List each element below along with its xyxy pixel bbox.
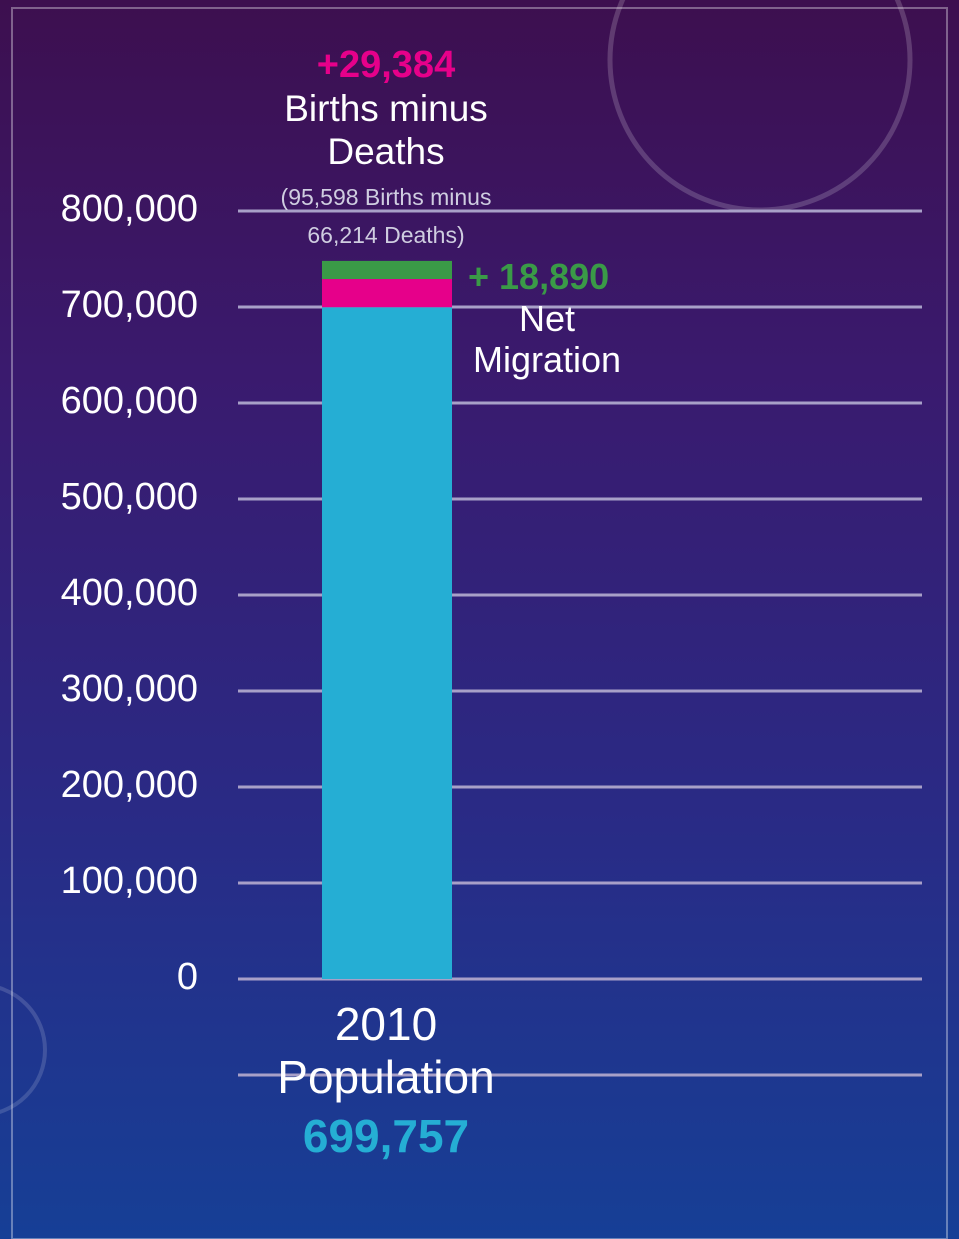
y-tick-label: 100,000 bbox=[61, 860, 198, 902]
y-tick-label: 500,000 bbox=[61, 476, 198, 518]
y-tick-label: 300,000 bbox=[61, 668, 198, 710]
category-label: 2010 bbox=[334, 998, 438, 1050]
bar-segment bbox=[322, 279, 452, 308]
y-tick-label: 700,000 bbox=[61, 284, 198, 326]
decor-circle bbox=[607, 0, 913, 213]
series-label: Births minus Deaths bbox=[284, 88, 488, 172]
value-label: + 18,890 bbox=[468, 256, 610, 297]
y-tick-label: 800,000 bbox=[61, 188, 198, 230]
value-label: 699,757 bbox=[302, 1110, 470, 1162]
series-label: Net Migration bbox=[472, 298, 622, 381]
series-label: Population bbox=[277, 1051, 495, 1103]
bar-segment bbox=[322, 260, 452, 280]
annotation: (95,598 Births minus 66,214 Deaths) bbox=[280, 184, 492, 248]
y-tick-label: 200,000 bbox=[61, 764, 198, 806]
y-tick-label: 0 bbox=[177, 956, 198, 998]
y-tick-label: 600,000 bbox=[61, 380, 198, 422]
decor-circle bbox=[0, 986, 47, 1114]
frame bbox=[11, 7, 948, 1239]
value-label: +29,384 bbox=[316, 44, 456, 86]
y-tick-label: 400,000 bbox=[61, 572, 198, 614]
bar-segment bbox=[322, 307, 452, 979]
